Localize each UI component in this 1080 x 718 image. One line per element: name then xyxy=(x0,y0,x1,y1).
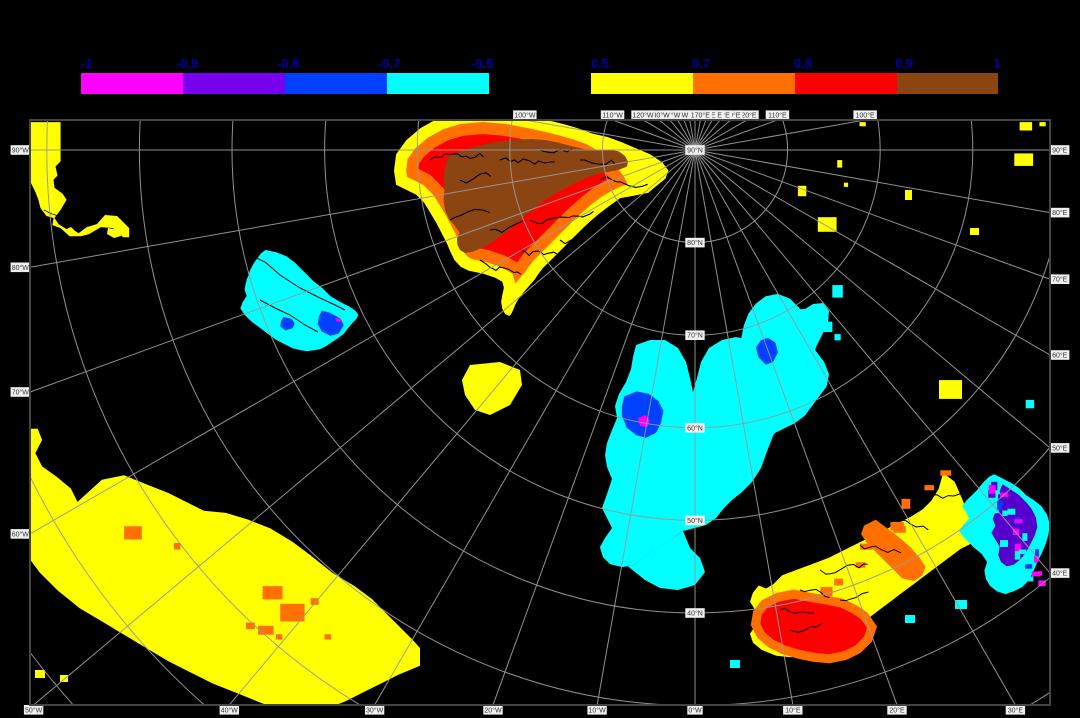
svg-text:-0.9: -0.9 xyxy=(176,56,198,71)
svg-text:100°W: 100°W xyxy=(514,112,535,120)
svg-text:70°N: 70°N xyxy=(687,332,703,340)
svg-text:30°W: 30°W xyxy=(366,706,384,714)
svg-text:90°E: 90°E xyxy=(1052,147,1068,155)
svg-text:60°E: 60°E xyxy=(1052,352,1068,360)
svg-text:0°W: 0°W xyxy=(688,706,702,714)
svg-text:110°E: 110°E xyxy=(768,112,787,120)
svg-text:80°W: 80°W xyxy=(12,264,30,272)
svg-text:20°E: 20°E xyxy=(889,706,905,714)
svg-text:80°E: 80°E xyxy=(1052,209,1068,217)
svg-text:-0.8: -0.8 xyxy=(277,56,299,71)
svg-text:90°N: 90°N xyxy=(687,147,703,155)
svg-text:70°E: 70°E xyxy=(1052,276,1068,284)
svg-text:50°W: 50°W xyxy=(25,706,43,714)
svg-text:-0.7: -0.7 xyxy=(378,56,400,71)
svg-text:120°W: 120°W xyxy=(632,112,653,120)
svg-text:1: 1 xyxy=(993,56,1000,71)
svg-text:110°W: 110°W xyxy=(602,112,623,120)
svg-text:60°N: 60°N xyxy=(687,424,703,432)
svg-text:-1: -1 xyxy=(81,56,93,71)
svg-text:60°W: 60°W xyxy=(12,530,30,538)
svg-text:0.8: 0.8 xyxy=(794,56,812,71)
svg-text:100°E: 100°E xyxy=(856,112,875,120)
svg-text:0.9: 0.9 xyxy=(895,56,913,71)
svg-text:170°E: 170°E xyxy=(691,112,710,120)
svg-text:0.5: 0.5 xyxy=(591,56,609,71)
svg-text:50°N: 50°N xyxy=(687,517,703,525)
svg-text:-0.5: -0.5 xyxy=(471,56,493,71)
svg-text:40°N: 40°N xyxy=(687,610,703,618)
svg-text:80°N: 80°N xyxy=(687,239,703,247)
svg-text:40°E: 40°E xyxy=(1052,570,1068,578)
svg-text:40°W: 40°W xyxy=(221,706,239,714)
svg-text:10°W: 10°W xyxy=(588,706,606,714)
svg-text:10°E: 10°E xyxy=(785,706,801,714)
svg-text:50°E: 50°E xyxy=(1052,444,1068,452)
svg-text:90°W: 90°W xyxy=(12,147,30,155)
svg-text:30°E: 30°E xyxy=(1008,706,1024,714)
svg-text:0.7: 0.7 xyxy=(692,56,710,71)
svg-text:70°W: 70°W xyxy=(12,389,30,397)
svg-text:20°W: 20°W xyxy=(484,706,502,714)
